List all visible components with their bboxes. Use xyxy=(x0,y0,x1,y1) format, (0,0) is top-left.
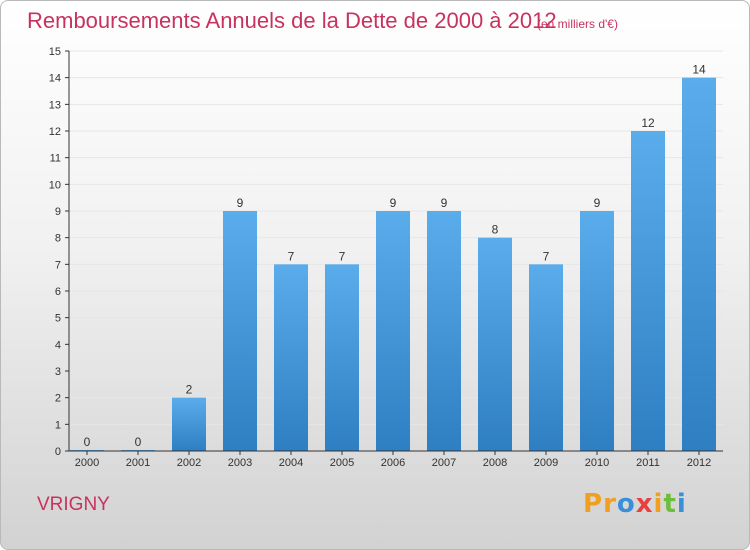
bar-2008 xyxy=(478,237,512,451)
data-label: 9 xyxy=(594,196,601,210)
data-label: 0 xyxy=(84,435,91,449)
brand-letter: i xyxy=(676,489,687,519)
y-tick-label: 9 xyxy=(55,206,61,218)
data-label: 9 xyxy=(441,196,448,210)
y-tick-label: 1 xyxy=(55,419,61,431)
chart-title: Remboursements Annuels de la Dette de 20… xyxy=(27,8,557,33)
x-tick-label: 2003 xyxy=(228,457,252,469)
brand-letter: x xyxy=(635,489,654,519)
data-labels: 0 0 2 9 7 7 9 9 8 7 9 12 14 xyxy=(84,63,706,449)
y-tick-label: 11 xyxy=(50,153,61,165)
data-label: 7 xyxy=(339,249,346,263)
brand-letter: t xyxy=(663,489,677,519)
y-tick-label: 12 xyxy=(49,126,61,138)
bar-2011 xyxy=(631,131,665,451)
x-tick-label: 2000 xyxy=(75,457,99,469)
bars xyxy=(70,77,716,452)
unit-note: (en milliers d'€) xyxy=(537,17,618,31)
x-tick-label: 2002 xyxy=(177,457,201,469)
commune-name: VRIGNY xyxy=(37,494,110,515)
y-tick-label: 8 xyxy=(55,233,61,245)
y-tick-label: 10 xyxy=(49,179,61,191)
y-tick-label: 7 xyxy=(55,259,61,271)
brand-letter: P xyxy=(583,489,604,519)
y-tick-label: 2 xyxy=(55,393,61,405)
x-tick-label: 2005 xyxy=(330,457,354,469)
data-label: 9 xyxy=(390,196,397,210)
x-tick-label: 2007 xyxy=(432,457,456,469)
x-tick-label: 2008 xyxy=(483,457,507,469)
y-tick-label: 0 xyxy=(55,446,61,458)
bar-2009 xyxy=(529,264,563,451)
brand-letter: o xyxy=(616,489,636,519)
bar-2005 xyxy=(325,264,359,451)
y-tick-label: 6 xyxy=(55,286,61,298)
x-tick-label: 2012 xyxy=(687,457,711,469)
y-tick-label: 15 xyxy=(49,46,61,58)
x-tick-label: 2001 xyxy=(126,457,150,469)
bar-2007 xyxy=(427,211,461,451)
data-label: 2 xyxy=(186,383,193,397)
y-tick-label: 5 xyxy=(55,313,61,325)
x-tick-label: 2009 xyxy=(534,457,558,469)
data-label: 12 xyxy=(641,116,655,130)
y-tick-label: 14 xyxy=(49,73,61,85)
bar-2004 xyxy=(274,264,308,451)
data-label: 0 xyxy=(135,435,142,449)
y-tick-label: 13 xyxy=(49,99,61,111)
bar-2006 xyxy=(376,211,410,451)
bar-2002 xyxy=(172,397,206,451)
bar-2010 xyxy=(580,211,614,451)
brand-letter: i xyxy=(653,489,664,519)
x-tick-label: 2004 xyxy=(279,457,303,469)
x-tick-label: 2006 xyxy=(381,457,405,469)
x-tick-label: 2010 xyxy=(585,457,609,469)
data-label: 8 xyxy=(492,223,499,237)
data-label: 7 xyxy=(288,249,295,263)
data-label: 9 xyxy=(237,196,244,210)
brand-logo: Proxiti xyxy=(583,489,687,519)
bar-2012 xyxy=(682,77,716,452)
x-tick-label: 2011 xyxy=(636,457,660,469)
data-label: 7 xyxy=(543,249,550,263)
brand-letter: r xyxy=(603,489,617,519)
data-label: 14 xyxy=(692,63,706,77)
y-tick-label: 3 xyxy=(55,366,61,378)
y-tick-label: 4 xyxy=(55,339,61,351)
bar-2003 xyxy=(223,211,257,451)
